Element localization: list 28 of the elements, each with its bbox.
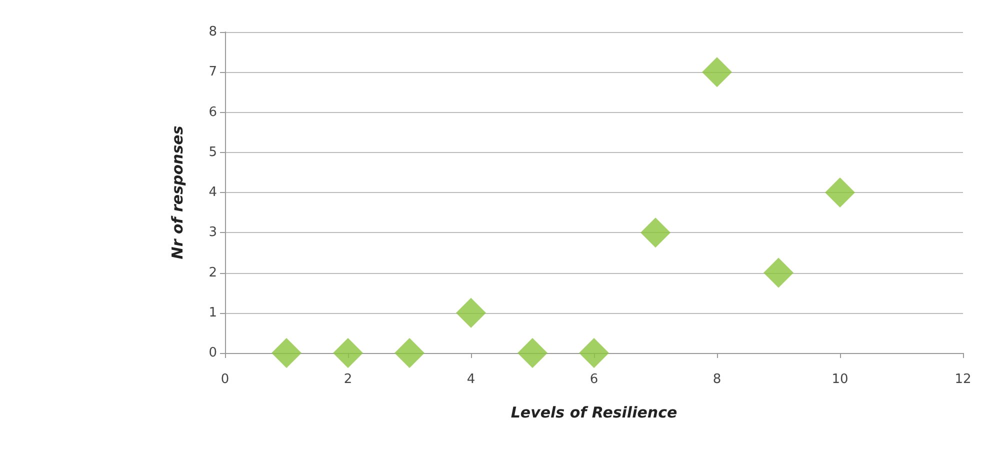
point xyxy=(702,57,732,88)
y-tick-label: 7 xyxy=(208,64,217,80)
point xyxy=(272,338,302,368)
x-tick-label: 0 xyxy=(220,372,230,387)
y-tick-label: 8 xyxy=(208,24,217,40)
y-tick-label: 1 xyxy=(208,305,217,320)
point xyxy=(394,338,424,368)
x-tick-label: 10 xyxy=(832,372,848,387)
point xyxy=(333,338,363,368)
x-tick-label: 12 xyxy=(954,372,972,387)
x-tick-label: 4 xyxy=(466,372,476,387)
y-tick-label: 6 xyxy=(208,104,217,120)
point xyxy=(456,298,486,328)
y-tick-label: 0 xyxy=(208,346,217,360)
point xyxy=(640,218,670,248)
y-tick-label: 2 xyxy=(208,265,217,280)
x-tick-label: 2 xyxy=(344,372,352,387)
point xyxy=(518,338,548,368)
y-axis-title: Nr of responses xyxy=(168,126,186,260)
point xyxy=(764,258,794,288)
x-axis-title: Levels of Resilience xyxy=(510,404,678,422)
y-tick-label: 5 xyxy=(208,144,217,160)
x-tick-label: 6 xyxy=(590,372,598,387)
y-tick-label: 4 xyxy=(208,185,217,200)
point xyxy=(579,338,609,368)
point xyxy=(825,178,855,208)
x-tick-label: 8 xyxy=(712,372,722,387)
y-tick-label: 3 xyxy=(208,225,217,240)
